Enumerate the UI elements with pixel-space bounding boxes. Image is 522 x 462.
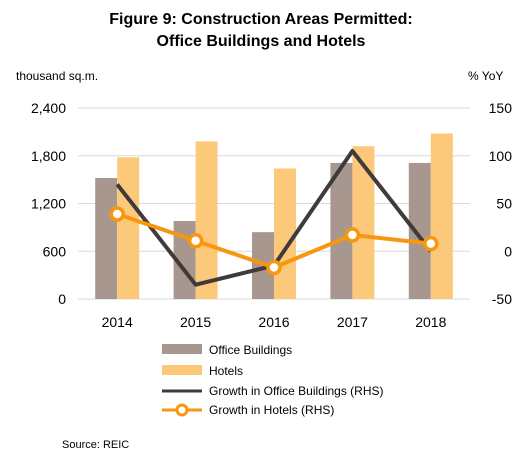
bar-office-buildings-2014 (95, 178, 118, 299)
legend-swatch-hotels (162, 365, 202, 375)
point-growth-in-hotels-rhs-2015 (187, 232, 204, 249)
bar-office-buildings-2018 (408, 162, 431, 299)
point-growth-in-hotels-rhs-2018 (423, 235, 439, 252)
x-tick-label: 2015 (180, 314, 211, 330)
bar-hotels-2014 (117, 157, 140, 299)
y-left-tick-label: 1,800 (31, 148, 66, 164)
legend: Office Buildings Hotels Growth in Office… (162, 343, 384, 417)
y-left-tick-label: 1,200 (31, 196, 66, 212)
source-note: Source: REIC (62, 439, 129, 451)
legend-swatch-office-buildings (162, 344, 202, 354)
x-tick-label: 2018 (415, 314, 446, 330)
x-tick-label: 2017 (337, 314, 368, 330)
chart-title-line1: Figure 9: Construction Areas Permitted: (109, 11, 412, 28)
x-tick-label: 2016 (258, 314, 289, 330)
bar-office-buildings-2017 (330, 162, 353, 299)
y-right-tick-label: 0 (504, 243, 512, 259)
legend-label-hotels: Hotels (209, 364, 243, 378)
x-tick-label: 2014 (102, 314, 133, 330)
y-right-tick-label: 150 (489, 100, 513, 116)
chart-title-line2: Office Buildings and Hotels (157, 33, 366, 50)
bar-hotels-2018 (430, 133, 453, 299)
legend-label-hotels-growth: Growth in Hotels (RHS) (209, 403, 334, 417)
y-left-tick-label: 600 (43, 243, 67, 259)
legend-marker-hotels-growth (175, 403, 189, 417)
y-right-tick-label: -50 (492, 291, 512, 307)
lines (109, 148, 439, 287)
y-right-axis-label: % YoY (468, 69, 503, 83)
legend-label-office-buildings: Office Buildings (209, 343, 292, 357)
bar-hotels-2017 (352, 146, 375, 299)
y-left-tick-label: 0 (58, 291, 66, 307)
point-growth-in-hotels-rhs-2017 (344, 227, 361, 243)
point-growth-in-hotels-rhs-2016 (266, 259, 282, 276)
bar-hotels-2016 (274, 168, 296, 299)
bar-hotels-2015 (195, 141, 218, 299)
y-right-tick-label: 50 (496, 196, 512, 212)
y-left-tick-label: 2,400 (31, 100, 66, 116)
point-growth-in-hotels-rhs-2014 (109, 206, 125, 222)
y-left-axis-label: thousand sq.m. (16, 69, 98, 83)
tick-labels: 2,400 1,800 1,200 600 0 150 100 50 0 -50 2014 2015 2… (31, 100, 512, 330)
y-right-tick-label: 100 (489, 148, 513, 164)
legend-label-office-growth: Growth in Office Buildings (RHS) (209, 384, 384, 398)
